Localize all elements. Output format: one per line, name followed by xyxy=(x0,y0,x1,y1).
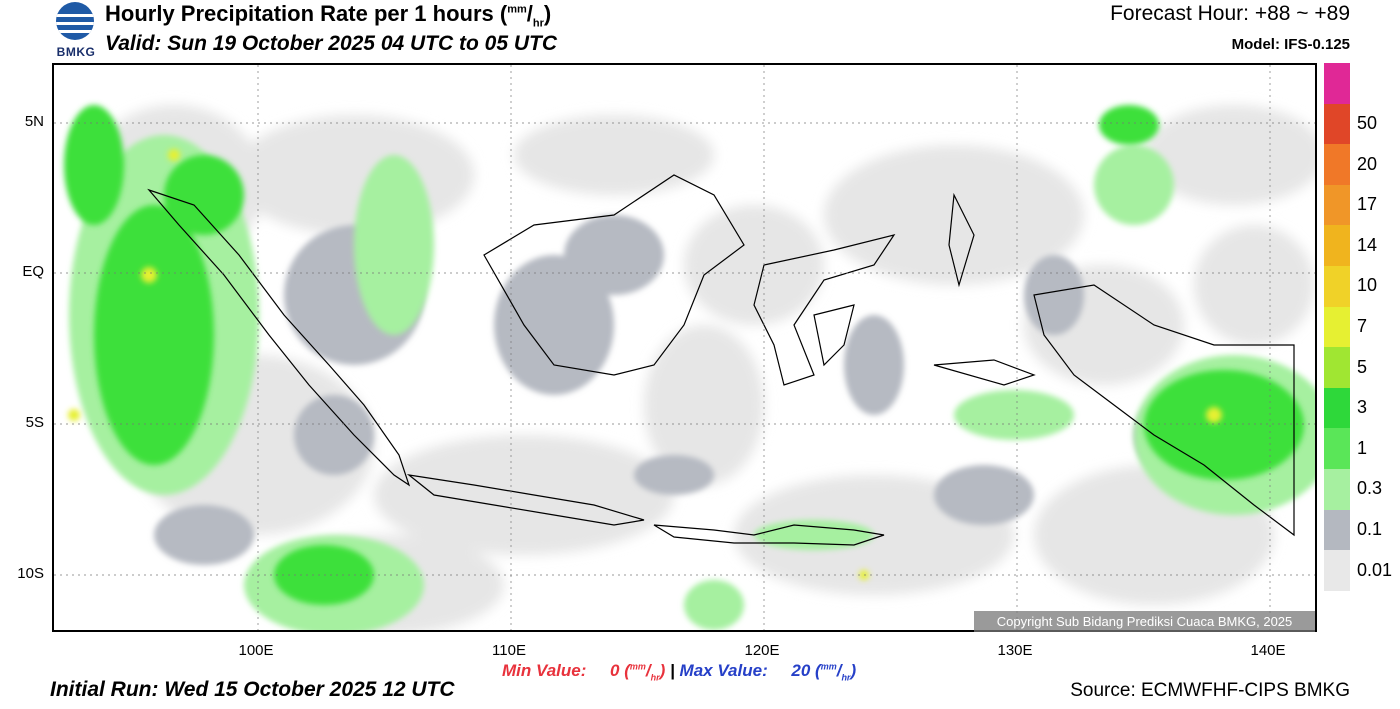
colorbar-swatch xyxy=(1324,225,1350,267)
colorbar-label: 17 xyxy=(1357,194,1378,215)
forecast-hour: Forecast Hour: +88 ~ +89 xyxy=(1110,2,1350,25)
colorbar-label: 14 xyxy=(1357,234,1378,255)
map-title: Hourly Precipitation Rate per 1 hours (m… xyxy=(105,1,552,30)
colorbar-label: 7 xyxy=(1357,316,1368,336)
colorbar-label: 0.1 xyxy=(1357,519,1383,540)
lat-label-5s: 5S xyxy=(25,414,44,431)
logo-text: BMKG xyxy=(56,45,96,59)
lat-label-eq: EQ xyxy=(22,263,44,280)
lon-label-120e: 120E xyxy=(744,642,780,659)
copyright-notice: Copyright Sub Bidang Prediksi Cuaca BMKG… xyxy=(974,611,1315,632)
model-name: Model: IFS-0.125 xyxy=(1231,36,1350,53)
colorbar-swatch xyxy=(1324,387,1350,429)
precipitation-map xyxy=(52,63,1317,632)
lon-label-140e: 140E xyxy=(1250,642,1286,659)
colorbar-swatch xyxy=(1324,347,1350,388)
colorbar-swatch xyxy=(1324,428,1350,470)
colorbar-label: 50 xyxy=(1357,112,1378,133)
colorbar-swatch xyxy=(1324,103,1350,145)
colorbar-swatch xyxy=(1324,63,1350,104)
colorbar-swatch xyxy=(1324,509,1350,551)
lon-label-130e: 130E xyxy=(997,642,1033,659)
lat-label-10s: 10S xyxy=(17,565,44,582)
min-max-values: Min Value: 0 (mm/hr) | Max Value: 20 (mm… xyxy=(502,661,857,683)
colorbar-swatch xyxy=(1324,184,1350,226)
colorbar-label: 3 xyxy=(1357,397,1368,418)
data-source: Source: ECMWFHF-CIPS BMKG xyxy=(1070,680,1350,701)
colorbar-label: 10 xyxy=(1357,275,1378,296)
lat-label-5n: 5N xyxy=(24,113,44,130)
max-label: Max Value: xyxy=(679,661,768,680)
bmkg-logo: BMKG xyxy=(50,2,102,60)
minmax-separator: | xyxy=(670,661,675,680)
colorbar-label: 0.3 xyxy=(1357,478,1383,499)
colorbar-swatch xyxy=(1324,306,1350,348)
colorbar-label: 0.01 xyxy=(1357,559,1393,580)
max-value: 20 xyxy=(791,661,811,680)
bmkg-globe-icon xyxy=(56,2,94,40)
precipitation-colorbar xyxy=(1324,63,1350,591)
colorbar-label: 5 xyxy=(1357,356,1368,377)
min-label: Min Value: xyxy=(502,661,587,680)
colorbar-swatch xyxy=(1324,469,1350,510)
colorbar-label: 1 xyxy=(1357,437,1368,458)
lon-label-100e: 100E xyxy=(238,642,274,659)
colorbar-swatch xyxy=(1324,266,1350,307)
valid-time: Valid: Sun 19 October 2025 04 UTC to 05 … xyxy=(105,32,558,55)
colorbar-swatch xyxy=(1324,144,1350,185)
initial-run: Initial Run: Wed 15 October 2025 12 UTC xyxy=(50,678,455,701)
lon-label-110e: 110E xyxy=(492,642,526,659)
min-value: 0 xyxy=(610,661,620,680)
map-canvas xyxy=(54,65,1315,630)
colorbar-label: 20 xyxy=(1357,153,1378,174)
colorbar-swatch xyxy=(1324,550,1350,591)
